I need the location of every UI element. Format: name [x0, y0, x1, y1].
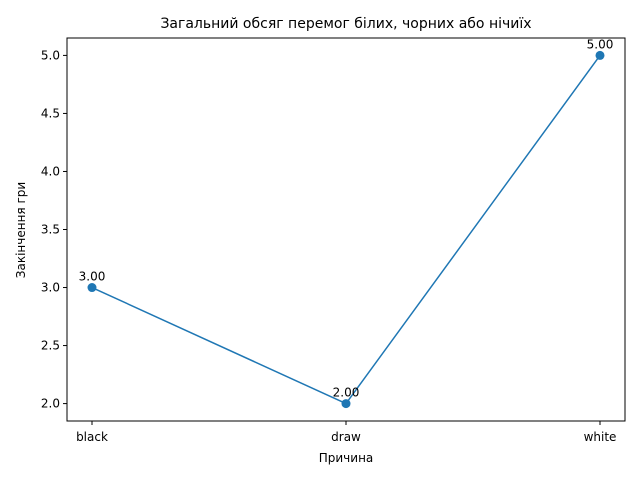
axes: [66, 37, 626, 422]
data-labels: 3.00 2.00 5.00: [79, 37, 614, 399]
y-tick-label: 2.5: [41, 339, 60, 353]
data-label: 2.00: [333, 386, 360, 400]
y-tick-label: 5.0: [41, 48, 60, 62]
y-tick-label: 3.0: [41, 281, 60, 295]
y-tick-label: 4.5: [41, 106, 60, 120]
x-tick-label: white: [584, 430, 617, 444]
x-tick-label: draw: [331, 430, 361, 444]
data-point: [341, 399, 351, 409]
y-tick-label: 2.0: [41, 397, 60, 411]
data-label: 5.00: [587, 37, 614, 51]
plot-frame: [66, 37, 626, 422]
y-axis-label: Закінчення гри: [14, 182, 28, 278]
x-axis-label: Причина: [319, 451, 374, 465]
series-line: [91, 54, 601, 405]
data-point: [595, 50, 605, 60]
tick-marks: 2.0 2.5 3.0 3.5 4.0 4.5 5.0 black draw white: [41, 48, 617, 444]
series-line-layer: [87, 50, 605, 409]
data-label: 3.00: [79, 270, 106, 284]
y-tick-label: 3.5: [41, 223, 60, 237]
data-point: [87, 283, 97, 293]
y-tick-label: 4.0: [41, 164, 60, 178]
chart-title: Загальний обсяг перемог білих, чорних аб…: [160, 16, 531, 32]
x-tick-label: black: [76, 430, 108, 444]
